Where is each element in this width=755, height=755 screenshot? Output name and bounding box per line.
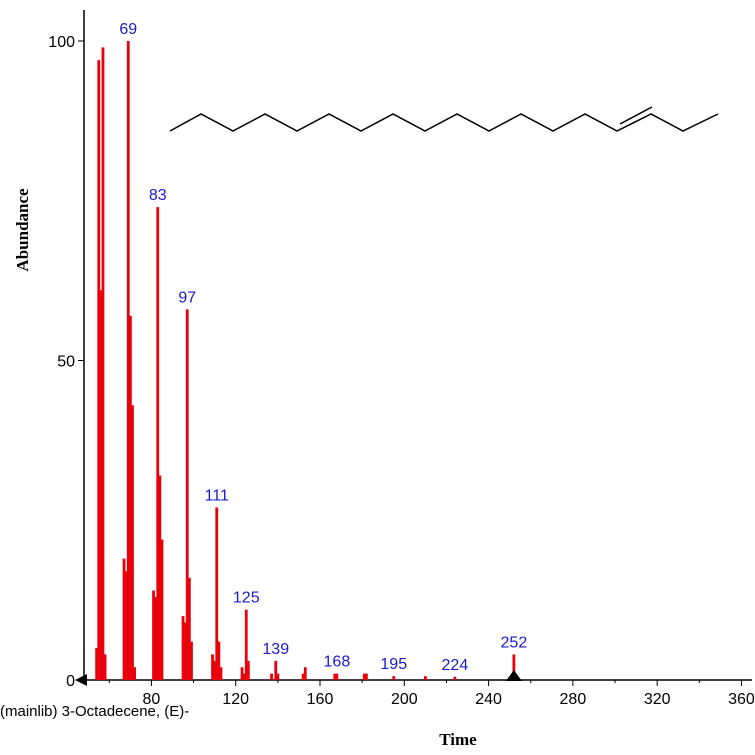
- molecule-structure-drawing: [169, 106, 719, 132]
- molecule-double-bond: [619, 106, 653, 125]
- peak-bar: [453, 676, 457, 680]
- axes-layer: [75, 10, 752, 686]
- peak-bar: [124, 571, 128, 680]
- y-tick-label: 0: [66, 673, 75, 690]
- peak-bar: [154, 596, 158, 680]
- x-tick-label: 200: [391, 691, 418, 708]
- peak-bar: [156, 207, 160, 680]
- molecule-chain: [169, 113, 719, 132]
- peak-label: 83: [149, 187, 167, 204]
- peak-bar: [301, 673, 305, 680]
- peak-bar: [187, 577, 191, 680]
- x-tick-label: 120: [222, 691, 249, 708]
- peak-bar: [181, 616, 185, 680]
- peak-bar: [190, 641, 193, 680]
- peak-label: 139: [262, 641, 289, 658]
- peak-label: 252: [501, 634, 528, 651]
- x-axis-label: Time: [439, 730, 477, 749]
- peak-bar: [131, 405, 134, 680]
- peak-bar: [185, 309, 189, 680]
- peak-bar: [512, 654, 516, 680]
- peak-bar: [126, 41, 130, 680]
- peak-bar: [240, 667, 244, 680]
- compound-caption: (mainlib) 3-Octadecene, (E)-: [0, 703, 189, 720]
- peak-bar: [276, 673, 280, 680]
- ticks-layer: 0 50 100 80 120 160 200 240 280 320 360: [48, 34, 755, 708]
- peak-bar: [242, 673, 246, 680]
- peak-label: 224: [442, 657, 469, 674]
- peak-bar: [122, 558, 126, 680]
- peak-bar: [183, 622, 187, 680]
- peak-bar: [133, 667, 136, 680]
- peak-bar: [97, 60, 101, 681]
- y-tick-label: 50: [57, 354, 75, 371]
- peak-label: 97: [178, 289, 196, 306]
- peak-bar: [333, 673, 337, 680]
- peak-bar: [99, 290, 103, 680]
- peak-bar: [246, 660, 250, 680]
- peak-label: 69: [119, 21, 137, 38]
- peak-bar: [335, 673, 339, 680]
- peak-bar: [219, 667, 223, 680]
- x-tick-label: 80: [143, 691, 161, 708]
- peak-label: 125: [233, 590, 260, 607]
- peak-bar: [215, 507, 219, 680]
- peak-bar: [95, 648, 99, 680]
- peak-bar: [160, 539, 164, 680]
- peak-bar: [362, 673, 366, 680]
- x-tick-label: 320: [644, 691, 671, 708]
- x-tick-label: 240: [475, 691, 502, 708]
- peak-bar: [270, 673, 273, 680]
- x-tick-label: 160: [307, 691, 334, 708]
- y-axis-label: Abundance: [13, 188, 32, 272]
- peak-bar: [392, 676, 396, 680]
- peak-bar: [364, 673, 368, 680]
- peak-bar: [303, 667, 307, 680]
- peak-bar: [158, 475, 162, 680]
- peak-bar: [211, 654, 214, 680]
- bars-layer: [95, 41, 522, 681]
- peak-labels-layer: 69 83 97 111 125 139 168 195 224 252: [119, 21, 527, 674]
- peak-bar: [274, 660, 278, 680]
- x-tick-label: 360: [728, 691, 755, 708]
- peak-bar: [101, 47, 105, 680]
- peak-bar: [423, 676, 427, 680]
- peak-bar: [152, 590, 155, 680]
- peak-label: 195: [380, 656, 407, 673]
- x-tick-label: 280: [560, 691, 587, 708]
- peak-bar: [213, 660, 217, 680]
- precursor-marker: [505, 670, 522, 681]
- peak-label: 111: [205, 487, 229, 504]
- peak-bar: [103, 654, 107, 680]
- peak-bar: [217, 641, 221, 680]
- peak-bar: [128, 315, 132, 680]
- peak-label: 168: [324, 654, 351, 671]
- peak-bar: [244, 609, 248, 680]
- y-tick-label: 100: [48, 34, 75, 51]
